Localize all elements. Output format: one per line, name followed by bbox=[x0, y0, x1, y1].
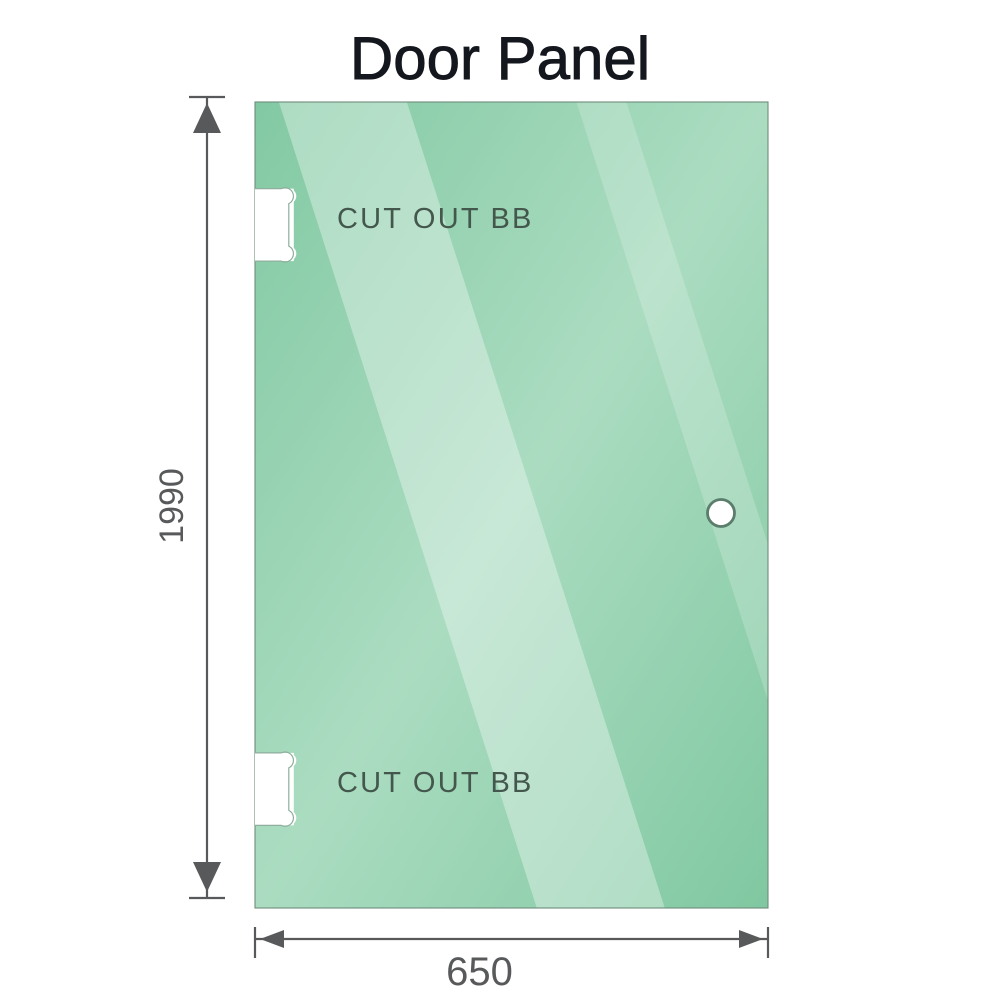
svg-text:1990: 1990 bbox=[153, 468, 191, 544]
